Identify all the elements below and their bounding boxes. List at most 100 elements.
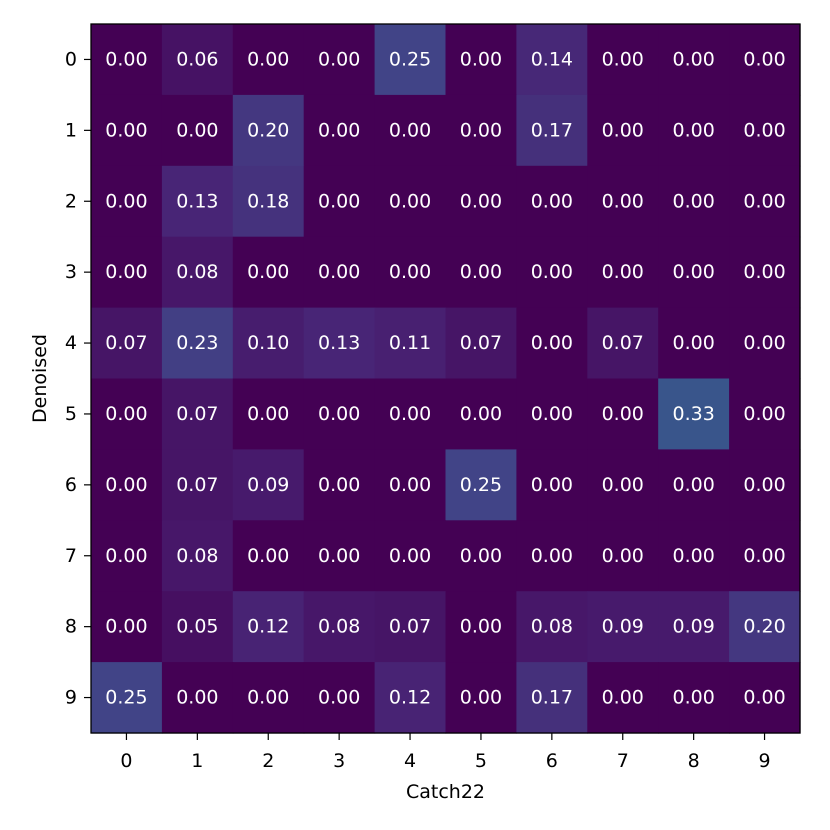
- heatmap-cell-r6-c0: [91, 449, 163, 521]
- cell-value-label-r2-c1: 0.13: [176, 190, 218, 212]
- y-axis-title: Denoised: [29, 334, 51, 423]
- cell-value-label-r4-c7: 0.07: [602, 332, 644, 354]
- cell-value-label-r0-c5: 0.00: [460, 48, 502, 70]
- heatmap-cell-r6-c1: [161, 449, 234, 521]
- y-tick-label-3: 3: [65, 261, 77, 283]
- heatmap-cell-r0-c3: [303, 24, 376, 96]
- heatmap-cell-r8-c5: [445, 591, 517, 663]
- x-tick-label-5: 5: [475, 750, 487, 772]
- cell-value-label-r9-c5: 0.00: [460, 687, 502, 709]
- cell-value-label-r9-c8: 0.00: [672, 687, 714, 709]
- heatmap-cell-r9-c2: [232, 662, 305, 734]
- heatmap-cell-r5-c3: [303, 378, 376, 450]
- cell-value-label-r6-c7: 0.00: [602, 474, 644, 496]
- heatmap-cell-r2-c8: [658, 165, 730, 238]
- x-tick-label-4: 4: [404, 750, 416, 772]
- cell-value-label-r2-c3: 0.00: [318, 190, 360, 212]
- cell-value-label-r9-c1: 0.00: [176, 687, 218, 709]
- x-tick-label-0: 0: [120, 750, 132, 772]
- heatmap-cell-r9-c4: [374, 662, 447, 734]
- heatmap-cell-r8-c6: [516, 591, 588, 663]
- heatmap-cell-r2-c2: [232, 165, 305, 238]
- cell-value-label-r8-c3: 0.08: [318, 616, 360, 638]
- heatmap-cell-r1-c6: [516, 94, 588, 167]
- heatmap-cell-r8-c7: [587, 591, 659, 663]
- cell-value-label-r5-c2: 0.00: [247, 403, 289, 425]
- heatmap-cell-r7-c2: [232, 520, 305, 592]
- heatmap-cell-r0-c1: [161, 24, 234, 96]
- heatmap-cell-r2-c7: [587, 165, 659, 238]
- heatmap-cell-r8-c0: [91, 591, 163, 663]
- heatmap-cell-r1-c2: [232, 94, 305, 167]
- cell-value-label-r1-c3: 0.00: [318, 119, 360, 141]
- cell-value-label-r5-c4: 0.00: [389, 403, 431, 425]
- cell-value-label-r0-c9: 0.00: [743, 48, 785, 70]
- cell-value-label-r0-c1: 0.06: [176, 48, 218, 70]
- heatmap-cell-r4-c5: [445, 307, 517, 380]
- cell-value-label-r8-c8: 0.09: [672, 616, 714, 638]
- cell-value-label-r2-c0: 0.00: [105, 190, 147, 212]
- heatmap-cell-r4-c3: [303, 307, 376, 380]
- cell-value-label-r2-c2: 0.18: [247, 190, 289, 212]
- cell-value-label-r1-c0: 0.00: [105, 119, 147, 141]
- heatmap-cell-r4-c1: [161, 307, 234, 380]
- cell-value-label-r9-c3: 0.00: [318, 687, 360, 709]
- heatmap-cell-r2-c0: [91, 165, 163, 238]
- cell-value-label-r7-c2: 0.00: [247, 545, 289, 567]
- heatmap-cell-r4-c0: [91, 307, 163, 380]
- heatmap-cell-r3-c6: [516, 236, 588, 309]
- plot-frame: [90, 23, 801, 734]
- heatmap-cell-r7-c6: [516, 520, 588, 592]
- x-tick-label-8: 8: [688, 750, 700, 772]
- cell-value-label-r2-c7: 0.00: [602, 190, 644, 212]
- heatmap-cell-r5-c2: [232, 378, 305, 450]
- cell-value-label-r7-c3: 0.00: [318, 545, 360, 567]
- y-axis: 0 1 2 3 4 5 6 7 8 9: [65, 48, 91, 709]
- cell-value-label-r3-c3: 0.00: [318, 261, 360, 283]
- cell-value-label-r6-c9: 0.00: [743, 474, 785, 496]
- y-tick-label-4: 4: [65, 332, 77, 354]
- heatmap-cell-r4-c7: [587, 307, 659, 380]
- cell-value-label-r7-c0: 0.00: [105, 545, 147, 567]
- x-tick-label-7: 7: [617, 750, 629, 772]
- cell-value-label-r9-c0: 0.25: [105, 687, 147, 709]
- cell-value-label-r9-c6: 0.17: [531, 687, 573, 709]
- cell-value-label-r6-c4: 0.00: [389, 474, 431, 496]
- cell-value-label-r4-c8: 0.00: [672, 332, 714, 354]
- y-tick-label-6: 6: [65, 474, 77, 496]
- heatmap-cell-r3-c0: [91, 236, 163, 309]
- heatmap-cell-r5-c0: [91, 378, 163, 450]
- heatmap-cell-r9-c5: [445, 662, 517, 734]
- x-tick-label-2: 2: [262, 750, 274, 772]
- heatmap-cell-r9-c9: [729, 662, 801, 734]
- heatmap-cell-r7-c7: [587, 520, 659, 592]
- heatmap-cell-r1-c7: [587, 94, 659, 167]
- y-tick-label-7: 7: [65, 545, 77, 567]
- cell-value-label-r5-c8: 0.33: [672, 403, 714, 425]
- heatmap-cell-r2-c5: [445, 165, 517, 238]
- cell-value-label-r4-c1: 0.23: [176, 332, 218, 354]
- y-tick-label-9: 9: [65, 687, 77, 709]
- y-tick-label-5: 5: [65, 403, 77, 425]
- heatmap-cell-r2-c1: [161, 165, 234, 238]
- cell-value-label-r1-c8: 0.00: [672, 119, 714, 141]
- cell-value-label-r8-c7: 0.09: [602, 616, 644, 638]
- heatmap-cell-r0-c7: [587, 24, 659, 96]
- cell-value-label-r3-c4: 0.00: [389, 261, 431, 283]
- heatmap-cell-r3-c5: [445, 236, 517, 309]
- cell-value-label-r8-c1: 0.05: [176, 616, 218, 638]
- heatmap-cell-r5-c4: [374, 378, 447, 450]
- cell-value-label-r8-c9: 0.20: [743, 616, 785, 638]
- heatmap-cell-r1-c1: [161, 94, 234, 167]
- heatmap-cell-r5-c5: [445, 378, 517, 450]
- cell-value-label-r4-c4: 0.11: [389, 332, 431, 354]
- cell-value-label-r3-c7: 0.00: [602, 261, 644, 283]
- x-tick-label-1: 1: [191, 750, 203, 772]
- cell-value-label-r7-c5: 0.00: [460, 545, 502, 567]
- heatmap-cell-r2-c4: [374, 165, 447, 238]
- heatmap-cell-r5-c9: [729, 378, 801, 450]
- heatmap-cell-r2-c6: [516, 165, 588, 238]
- x-axis: 0 1 2 3 4 5 6 7 8 9: [120, 733, 771, 772]
- cell-value-label-r1-c2: 0.20: [247, 119, 289, 141]
